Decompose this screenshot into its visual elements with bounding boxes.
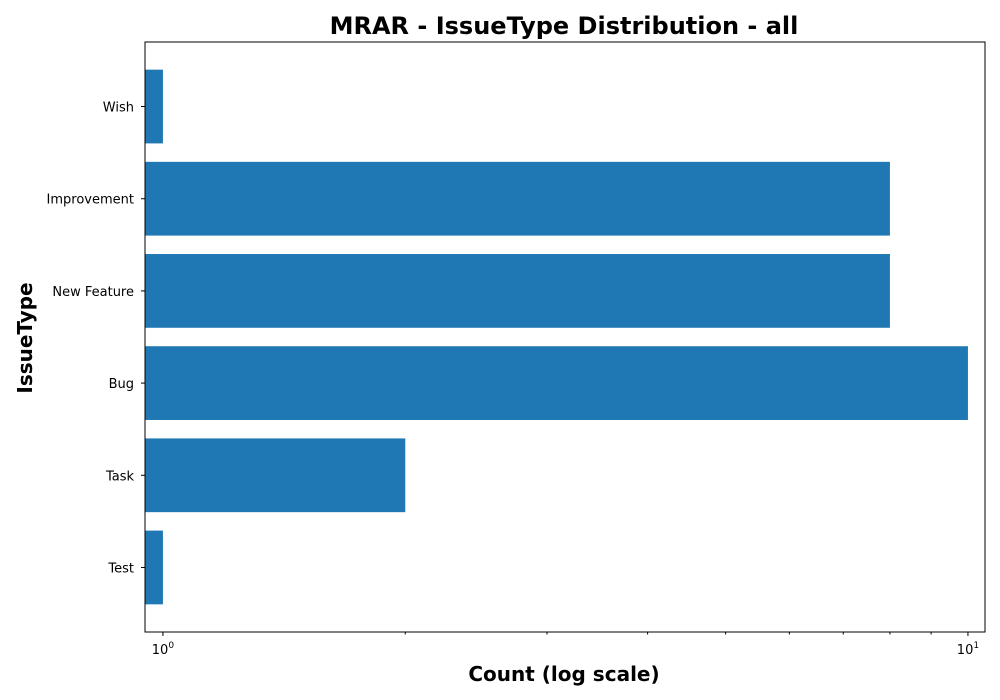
x-tick-label: 100 xyxy=(152,641,175,658)
y-tick-label: Test xyxy=(107,561,134,576)
bars xyxy=(145,69,968,605)
x-tick-label: 101 xyxy=(957,641,979,658)
bar-bug xyxy=(145,346,968,420)
y-axis-ticks: Test Task Bug New Feature Improvement Wish xyxy=(47,101,145,576)
y-tick-label: Bug xyxy=(109,377,134,392)
chart-title: MRAR - IssueType Distribution - all xyxy=(330,12,799,40)
y-tick-label: Improvement xyxy=(47,193,134,208)
y-tick-label: New Feature xyxy=(52,285,134,300)
plot-frame xyxy=(144,41,986,633)
bar-test xyxy=(145,530,163,605)
bar-wish xyxy=(145,69,163,144)
bar-new-feature xyxy=(145,254,890,328)
x-axis-label: Count (log scale) xyxy=(468,662,659,686)
y-tick-label: Task xyxy=(105,469,135,484)
y-axis-label: IssueType xyxy=(13,282,37,393)
bar-task xyxy=(145,438,406,513)
y-tick-label: Wish xyxy=(103,101,134,116)
bar-improvement xyxy=(145,161,890,236)
x-axis-ticks: 100 101 xyxy=(152,632,979,658)
